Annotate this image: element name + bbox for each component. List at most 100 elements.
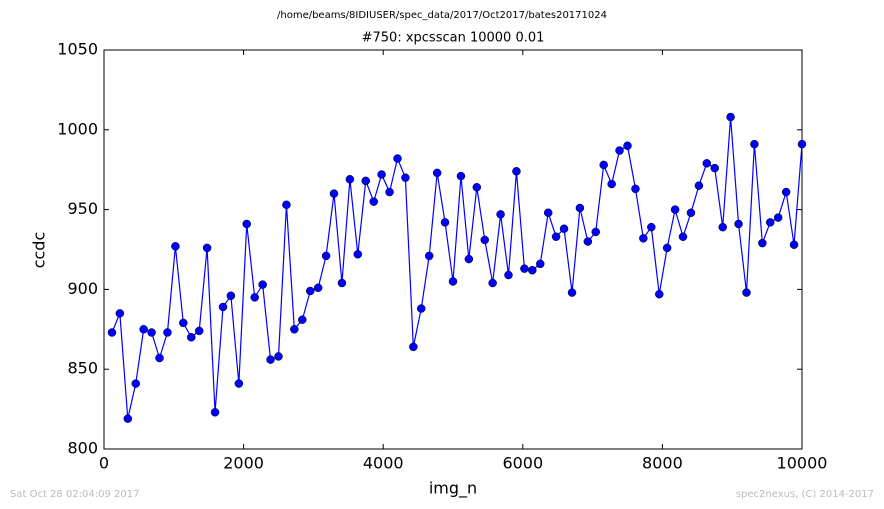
data-point bbox=[298, 315, 307, 324]
data-point bbox=[179, 318, 188, 328]
data-point bbox=[155, 353, 164, 363]
x-tick-label: 8000 bbox=[642, 454, 683, 473]
data-point bbox=[409, 342, 418, 352]
data-point bbox=[528, 265, 537, 275]
data-point bbox=[694, 181, 704, 190]
data-line bbox=[111, 116, 803, 419]
plot-frame bbox=[103, 49, 803, 450]
data-point bbox=[226, 291, 236, 301]
data-point bbox=[345, 175, 355, 184]
data-point bbox=[631, 184, 640, 194]
data-point bbox=[575, 203, 585, 213]
data-point bbox=[218, 302, 228, 312]
data-point bbox=[290, 325, 299, 334]
data-point bbox=[416, 304, 426, 313]
data-point bbox=[115, 309, 125, 318]
data-point bbox=[789, 240, 799, 249]
data-point bbox=[726, 112, 735, 122]
y-tick-label: 800 bbox=[67, 439, 98, 458]
data-point bbox=[282, 200, 291, 210]
data-point bbox=[615, 146, 624, 155]
data-point bbox=[313, 283, 323, 293]
data-point bbox=[266, 355, 275, 364]
data-point bbox=[385, 187, 394, 197]
data-point bbox=[480, 235, 490, 245]
data-point bbox=[329, 189, 339, 198]
data-point bbox=[702, 159, 712, 168]
y-tick-label: 900 bbox=[67, 279, 98, 298]
data-point bbox=[202, 243, 212, 253]
x-tick-label: 0 bbox=[99, 454, 109, 473]
data-point bbox=[551, 232, 561, 241]
data-point bbox=[797, 139, 807, 149]
data-point bbox=[488, 278, 497, 288]
data-point bbox=[361, 176, 370, 186]
data-point bbox=[472, 183, 482, 192]
x-tick-label: 4000 bbox=[363, 454, 404, 473]
data-point bbox=[512, 167, 521, 176]
data-point bbox=[583, 237, 593, 246]
suptitle: /home/beams/8IDIUSER/spec_data/2017/Oct2… bbox=[277, 10, 607, 21]
data-point bbox=[250, 293, 259, 302]
y-tick-label: 850 bbox=[67, 359, 98, 378]
data-point bbox=[670, 205, 680, 214]
data-point bbox=[424, 251, 434, 261]
data-point bbox=[274, 352, 283, 361]
data-point bbox=[258, 280, 267, 289]
x-tick-label: 10000 bbox=[777, 454, 828, 473]
data-point bbox=[773, 213, 783, 222]
data-point bbox=[639, 234, 648, 243]
data-point bbox=[591, 227, 600, 237]
data-point bbox=[401, 173, 410, 182]
data-point bbox=[536, 259, 545, 269]
data-point bbox=[464, 254, 474, 264]
x-tick-label: 2000 bbox=[223, 454, 264, 473]
chart-title: #750: xpcsscan 10000 0.01 bbox=[362, 31, 545, 46]
data-point bbox=[353, 250, 363, 259]
data-point bbox=[210, 408, 220, 417]
data-point bbox=[543, 208, 553, 218]
footer-left: Sat Oct 28 02:04:09 2017 bbox=[10, 489, 140, 500]
x-tick-label: 6000 bbox=[502, 454, 543, 473]
data-point bbox=[163, 328, 172, 337]
data-point bbox=[306, 286, 315, 296]
data-point bbox=[504, 270, 513, 280]
data-point bbox=[131, 379, 141, 388]
footer-right: spec2nexus, (C) 2014-2017 bbox=[736, 489, 874, 500]
y-tick-label: 1000 bbox=[57, 119, 98, 138]
data-point bbox=[607, 179, 616, 189]
data-point bbox=[655, 289, 664, 299]
data-point bbox=[647, 222, 656, 232]
data-point bbox=[337, 278, 347, 288]
data-point bbox=[369, 197, 378, 206]
data-point bbox=[599, 160, 608, 170]
data-point bbox=[559, 224, 569, 234]
data-point bbox=[496, 210, 505, 219]
y-tick-label: 950 bbox=[67, 199, 98, 218]
data-point bbox=[139, 325, 148, 334]
data-point bbox=[107, 328, 117, 337]
data-point bbox=[678, 232, 688, 241]
data-point bbox=[742, 288, 751, 297]
data-point bbox=[194, 326, 204, 336]
data-point bbox=[567, 288, 577, 297]
data-point bbox=[242, 219, 251, 229]
data-point bbox=[234, 379, 244, 388]
data-point bbox=[718, 222, 727, 232]
data-point bbox=[393, 154, 402, 163]
data-point bbox=[734, 219, 743, 229]
y-axis-label: ccdc bbox=[30, 232, 49, 269]
data-point bbox=[781, 187, 791, 197]
data-point bbox=[147, 328, 156, 337]
data-point bbox=[187, 333, 196, 342]
data-point bbox=[321, 251, 331, 261]
data-point bbox=[662, 243, 672, 253]
data-point bbox=[456, 171, 466, 181]
data-point bbox=[377, 170, 386, 179]
data-point bbox=[758, 238, 767, 248]
data-point bbox=[432, 168, 442, 178]
data-point bbox=[710, 163, 719, 173]
data-point bbox=[448, 277, 458, 286]
data-point bbox=[440, 218, 450, 227]
